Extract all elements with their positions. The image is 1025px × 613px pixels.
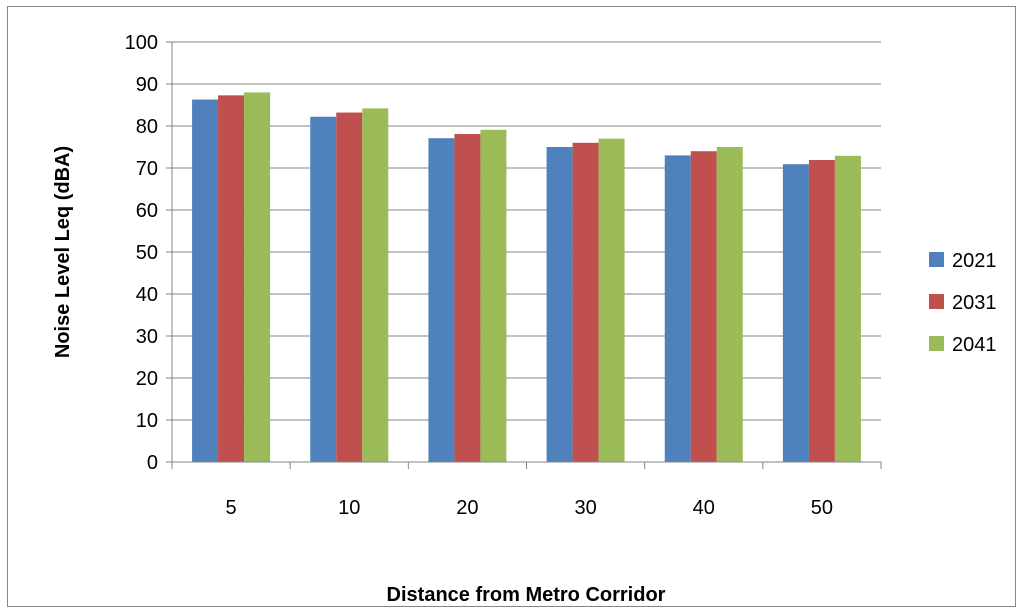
y-tick-label: 40 [136, 284, 158, 306]
bar-2041-10 [362, 108, 389, 463]
y-tick-label: 70 [136, 158, 158, 180]
bar-2041-5 [244, 92, 271, 463]
x-tick-label: 40 [693, 497, 715, 519]
x-tick-label: 20 [456, 497, 478, 519]
legend-label-2041: 2041 [952, 334, 997, 356]
y-tick-label: 100 [125, 32, 158, 54]
bar-2021-50 [782, 164, 809, 462]
legend-label-2031: 2031 [952, 292, 997, 314]
bar-2031-30 [572, 142, 599, 463]
y-tick-label: 80 [136, 116, 158, 138]
x-tick-labels: 5 10 20 30 40 50 [226, 497, 834, 519]
legend-label-2021: 2021 [952, 250, 997, 272]
bars [192, 92, 861, 463]
x-tick-label: 50 [811, 497, 833, 519]
bar-2031-40 [690, 151, 717, 462]
y-tick-label: 60 [136, 200, 158, 222]
bar-2021-30 [546, 147, 573, 462]
y-tick-labels: 0 10 20 30 40 50 60 70 80 90 100 [125, 32, 158, 474]
bar-2021-5 [192, 99, 219, 462]
bar-2031-10 [336, 112, 363, 462]
y-axis-title: Noise Level Leq (dBA) [52, 146, 74, 358]
legend-swatch-2041 [929, 336, 944, 351]
legend-swatch-2031 [929, 294, 944, 309]
bar-2031-20 [454, 133, 481, 463]
gridlines [166, 41, 882, 469]
bar-2021-20 [428, 138, 455, 462]
bar-2031-5 [218, 95, 245, 462]
y-tick-label: 90 [136, 74, 158, 96]
y-tick-label: 30 [136, 326, 158, 348]
y-tick-label: 20 [136, 368, 158, 390]
legend-swatch-2021 [929, 252, 944, 267]
axes [171, 42, 881, 463]
legend: 2021 2031 2041 [929, 250, 997, 356]
y-tick-label: 10 [136, 410, 158, 432]
x-tick-label: 30 [574, 497, 596, 519]
x-tick-label: 10 [338, 497, 360, 519]
bar-2041-20 [480, 129, 507, 462]
x-axis-title: Distance from Metro Corridor [387, 584, 666, 606]
bar-2041-40 [716, 147, 743, 462]
bar-2031-50 [808, 160, 835, 462]
y-tick-label: 0 [147, 452, 158, 474]
bar-2021-10 [310, 116, 337, 462]
x-tick-label: 5 [226, 497, 237, 519]
y-tick-label: 50 [136, 242, 158, 264]
bar-2041-50 [834, 155, 861, 462]
bar-2041-30 [598, 138, 625, 462]
bar-2021-40 [664, 155, 691, 462]
